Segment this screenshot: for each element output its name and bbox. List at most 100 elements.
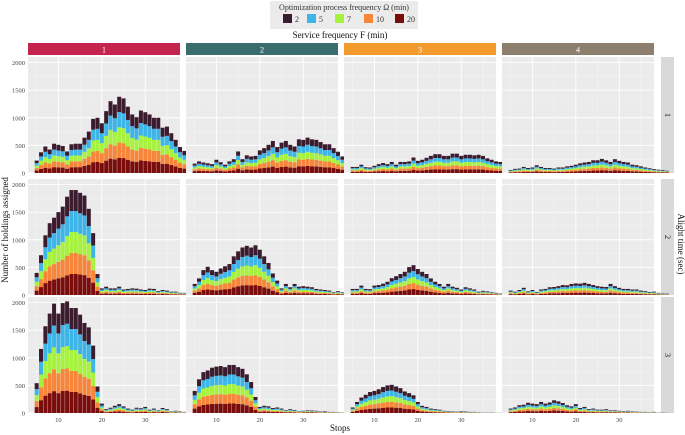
bar-segment	[543, 292, 548, 294]
bar-segment	[39, 156, 44, 161]
bar-segment	[205, 387, 210, 396]
panel-r2-c4	[502, 179, 670, 296]
bar-segment	[530, 169, 535, 171]
bar-segment	[214, 281, 219, 286]
bar-segment	[355, 404, 360, 407]
bar-segment	[262, 163, 267, 169]
bar-segment	[376, 291, 381, 294]
bar-segment	[210, 290, 215, 295]
bar-segment	[612, 161, 617, 165]
bar-segment	[192, 404, 197, 409]
bar-segment	[86, 344, 91, 362]
bar-segment	[539, 290, 544, 292]
bar-segment	[240, 377, 245, 387]
bar-segment	[513, 171, 518, 173]
bar-segment	[630, 290, 635, 292]
bar-segment	[569, 171, 574, 173]
bar-segment	[381, 392, 386, 398]
bar-segment	[485, 293, 490, 295]
bar-segment	[526, 292, 531, 294]
bar-segment	[160, 293, 165, 295]
bar-segment	[73, 392, 78, 413]
bar-segment	[415, 165, 420, 169]
bar-segment	[578, 290, 583, 293]
bar-segment	[534, 409, 539, 412]
bar-segment	[108, 409, 113, 411]
bar-segment	[143, 136, 148, 149]
bar-segment	[169, 133, 174, 142]
bar-segment	[327, 161, 332, 168]
bar-segment	[517, 169, 522, 171]
bar-segment	[160, 411, 165, 413]
bar-segment	[283, 288, 288, 291]
bar-segment	[363, 290, 368, 292]
bar-segment	[82, 322, 87, 341]
bar-segment	[350, 291, 355, 293]
bar-segment	[121, 410, 126, 412]
bar-segment	[34, 163, 39, 166]
bar-segment	[415, 410, 420, 413]
bar-segment	[283, 292, 288, 295]
bar-segment	[513, 172, 518, 173]
y-axis-title: Number of holdings assigned	[0, 177, 10, 283]
bar-segment	[394, 386, 399, 392]
bar-segment	[218, 164, 223, 167]
bar-segment	[65, 346, 70, 369]
bar-segment	[428, 408, 433, 410]
bar-segment	[359, 285, 364, 288]
bar-segment	[288, 144, 293, 151]
bar-segment	[381, 288, 386, 291]
bar-segment	[108, 407, 113, 409]
bar-segment	[368, 167, 373, 169]
bar-segment	[78, 149, 83, 156]
bar-segment	[138, 110, 143, 124]
bar-segment	[381, 292, 386, 295]
bar-segment	[104, 111, 109, 124]
bar-segment	[604, 167, 609, 171]
bar-segment	[240, 161, 245, 165]
bar-segment	[517, 409, 522, 412]
bar-segment	[201, 270, 206, 276]
bar-segment	[411, 277, 416, 284]
bar-segment	[292, 288, 297, 291]
bar-segment	[240, 170, 245, 173]
bar-segment	[82, 255, 87, 276]
bar-segment	[112, 410, 117, 412]
strip-label: 3	[418, 45, 422, 55]
bar-segment	[480, 290, 485, 292]
bar-segment	[565, 289, 570, 292]
bar-segment	[192, 167, 197, 170]
bar-segment	[569, 165, 574, 168]
bar-segment	[147, 137, 152, 150]
bar-segment	[56, 313, 61, 334]
bar-segment	[130, 409, 135, 411]
bar-segment	[394, 276, 399, 280]
bar-segment	[428, 162, 433, 167]
bar-segment	[173, 139, 178, 147]
bar-segment	[441, 155, 446, 160]
bar-segment	[381, 167, 386, 170]
bar-segment	[376, 408, 381, 413]
bar-segment	[441, 291, 446, 294]
bar-segment	[151, 408, 156, 410]
bar-segment	[521, 290, 526, 293]
bar-segment	[60, 145, 65, 152]
bar-segment	[205, 169, 210, 172]
bar-segment	[433, 157, 438, 162]
bar-segment	[39, 263, 44, 272]
bar-segment	[173, 293, 178, 295]
bar-segment	[485, 158, 490, 162]
bar-segment	[625, 166, 630, 169]
bar-segment	[437, 409, 442, 411]
bar-segment	[359, 171, 364, 173]
bar-segment	[60, 206, 65, 225]
bar-segment	[262, 148, 267, 154]
bar-segment	[47, 313, 52, 334]
bar-segment	[138, 123, 143, 136]
bar-segment	[244, 405, 249, 413]
bar-segment	[223, 289, 228, 295]
bar-segment	[327, 155, 332, 162]
bar-segment	[394, 283, 399, 288]
bar-segment	[240, 386, 245, 396]
bar-segment	[231, 170, 236, 173]
